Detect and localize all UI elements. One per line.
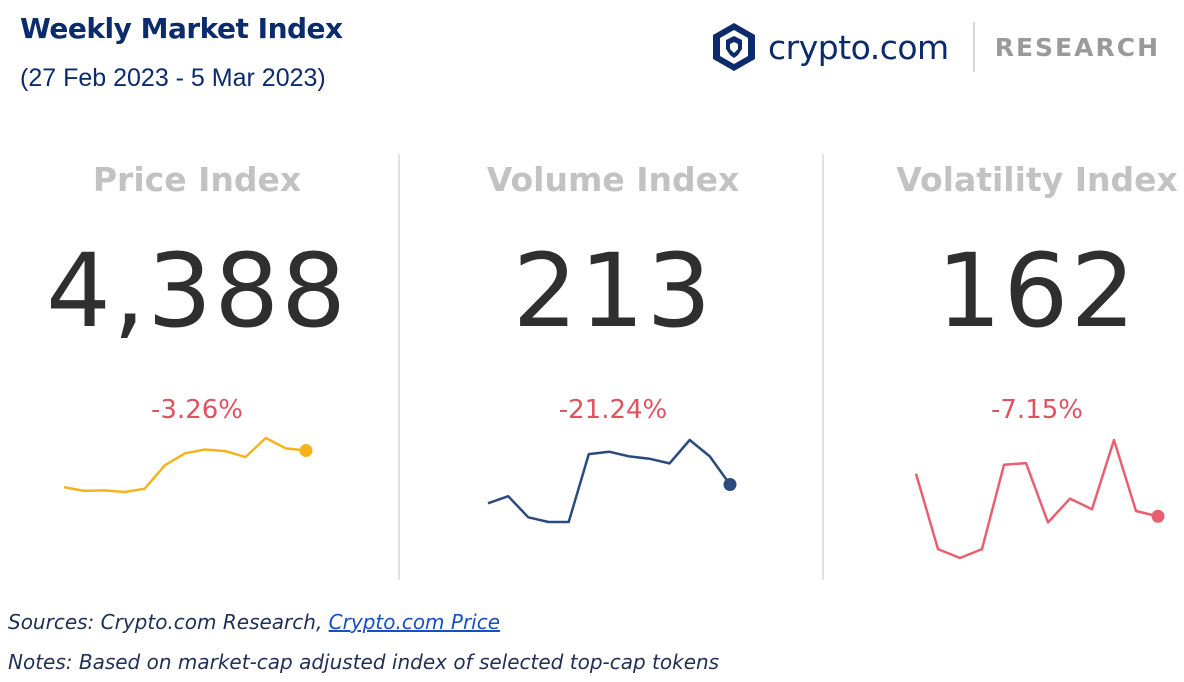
volatility-index-series-line <box>914 438 1159 560</box>
sources-note: Sources: Crypto.com Research, Crypto.com… <box>8 610 500 634</box>
volume-index-value: 213 <box>512 232 714 351</box>
date-range: (27 Feb 2023 - 5 Mar 2023) <box>20 64 326 92</box>
crypto-com-logo: crypto.com RESEARCH <box>712 20 1160 74</box>
lion-shield-icon <box>713 23 755 71</box>
volume-index-title: Volume Index <box>486 160 740 199</box>
brand-name: crypto.com <box>768 27 949 67</box>
volume-index-panel: Volume Index 213 -21.24% <box>418 140 808 590</box>
price-index-value: 4,388 <box>45 232 348 351</box>
panel-divider <box>398 154 400 580</box>
page-title: Weekly Market Index <box>20 12 343 45</box>
volatility-index-panel: Volatility Index 162 -7.15% <box>842 140 1184 590</box>
sources-text: Sources: Crypto.com Research, <box>8 610 329 634</box>
notes-text: Notes: Based on market-cap adjusted inde… <box>8 650 720 674</box>
volume-index-series-line <box>487 438 732 524</box>
price-index-series-line <box>63 436 307 494</box>
logo-divider <box>972 22 975 72</box>
volatility-index-last-point <box>1151 509 1165 523</box>
price-index-sparkline <box>63 436 313 494</box>
volatility-index-value: 162 <box>936 232 1138 351</box>
volatility-index-sparkline <box>914 438 1165 560</box>
research-label: RESEARCH <box>994 32 1160 62</box>
volatility-index-change: -7.15% <box>991 395 1083 425</box>
price-index-change: -3.26% <box>151 395 243 425</box>
price-index-last-point <box>299 444 313 458</box>
volume-index-change: -21.24% <box>558 395 668 425</box>
price-index-title: Price Index <box>92 160 302 199</box>
crypto-com-price-link[interactable]: Crypto.com Price <box>328 610 501 634</box>
volatility-index-title: Volatility Index <box>896 160 1178 199</box>
volume-index-sparkline <box>487 438 737 524</box>
panel-divider <box>822 154 824 580</box>
volume-index-last-point <box>723 478 737 492</box>
price-index-panel: Price Index 4,388 -3.26% <box>2 140 392 590</box>
